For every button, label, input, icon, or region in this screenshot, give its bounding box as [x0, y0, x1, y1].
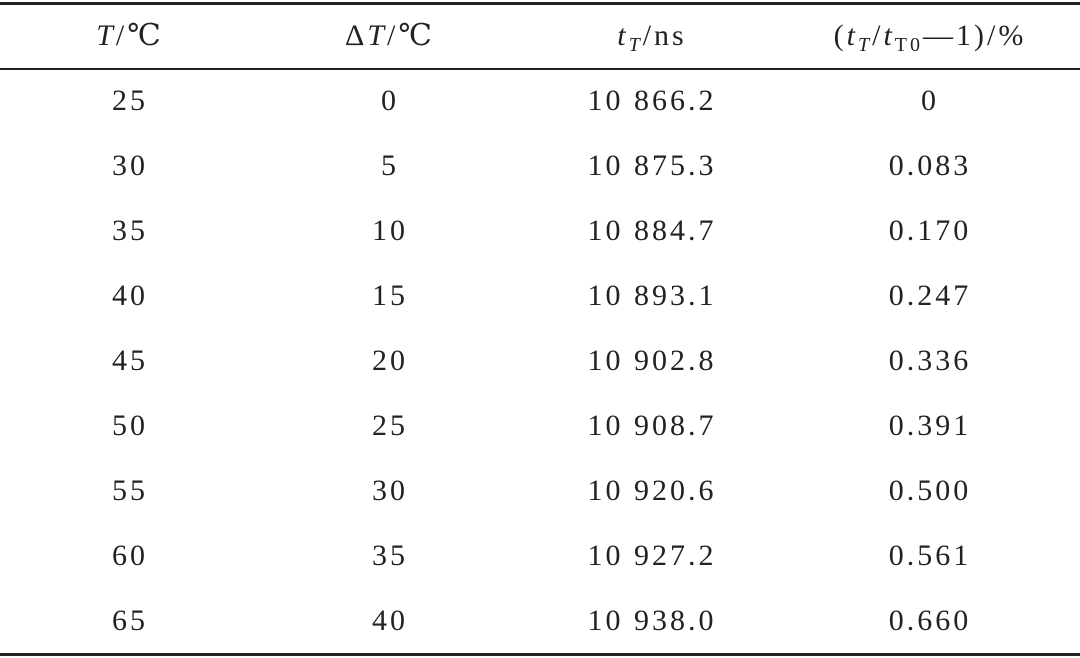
header-cell: (tT/tT0—1)/% — [834, 19, 1027, 56]
top-rule — [0, 2, 1080, 5]
table-cell: 0.170 — [889, 214, 972, 247]
table-cell: 10 866.2 — [588, 84, 717, 117]
table-cell: 0.083 — [889, 149, 972, 182]
table-cell: 10 875.3 — [588, 149, 717, 182]
table-cell: 60 — [112, 539, 148, 572]
table-cell: 10 927.2 — [588, 539, 717, 572]
table-cell: 10 902.8 — [588, 344, 717, 377]
table-cell: 35 — [372, 539, 408, 572]
table-cell: 0.336 — [889, 344, 972, 377]
header-part: T0 — [895, 34, 923, 56]
header-part: t — [883, 19, 894, 52]
table-cell: 0.500 — [889, 474, 972, 507]
table-cell: 15 — [372, 279, 408, 312]
table-cell: 10 884.7 — [588, 214, 717, 247]
table-cell: 50 — [112, 409, 148, 442]
header-part: ( — [834, 19, 847, 52]
header-part: Δ — [345, 19, 367, 52]
table-cell: 5 — [381, 149, 399, 182]
table-cell: 0 — [381, 84, 399, 117]
header-part: /℃ — [387, 19, 435, 52]
table-cell: 40 — [112, 279, 148, 312]
table-cell: 0.660 — [889, 604, 972, 637]
header-part: t — [617, 19, 628, 52]
header-part: —1)/% — [922, 19, 1026, 52]
table-cell: 40 — [372, 604, 408, 637]
header-part: T — [858, 34, 872, 56]
table-cell: 20 — [372, 344, 408, 377]
table-cell: 65 — [112, 604, 148, 637]
table-cell: 10 938.0 — [588, 604, 717, 637]
header-part: /ns — [643, 19, 687, 52]
header-cell: ΔT/℃ — [345, 19, 435, 52]
table-cell: 30 — [372, 474, 408, 507]
table-cell: 35 — [112, 214, 148, 247]
table-cell: 0.391 — [889, 409, 972, 442]
header-part: T — [629, 34, 643, 56]
table-cell: 0.247 — [889, 279, 972, 312]
header-cell: T/℃ — [96, 19, 164, 52]
header-part: t — [847, 19, 858, 52]
table-cell: 45 — [112, 344, 148, 377]
table-cell: 10 908.7 — [588, 409, 717, 442]
table-cell: 25 — [372, 409, 408, 442]
header-part: T — [96, 19, 116, 52]
table-cell: 10 920.6 — [588, 474, 717, 507]
table-cell: 55 — [112, 474, 148, 507]
header-part: /℃ — [116, 19, 164, 52]
table-cell: 10 893.1 — [588, 279, 717, 312]
table-cell: 25 — [112, 84, 148, 117]
table-cell: 0 — [921, 84, 939, 117]
table-cell: 30 — [112, 149, 148, 182]
table-cell: 0.561 — [889, 539, 972, 572]
table-cell: 10 — [372, 214, 408, 247]
header-part: T — [367, 19, 387, 52]
header-cell: tT/ns — [617, 19, 686, 56]
header-part: / — [872, 19, 883, 52]
bottom-rule — [0, 653, 1080, 656]
header-rule — [0, 68, 1080, 70]
